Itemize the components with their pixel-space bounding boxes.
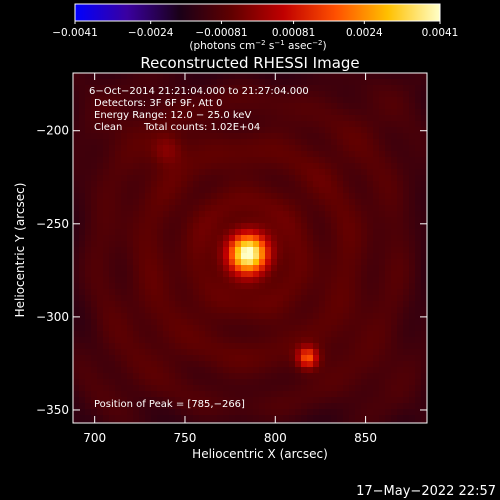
chart-title: Reconstructed RHESSI Image [140, 54, 359, 72]
colorbar-tick-label: 0.0024 [346, 27, 383, 39]
x-axis-ticks: 700 750 800 850 [83, 73, 377, 445]
info-total-counts: Total counts: 1.02E+04 [143, 122, 260, 133]
colorbar-tick-label: 0.0041 [422, 27, 459, 39]
info-energy-range: Energy Range: 12.0 − 25.0 keV [94, 110, 251, 121]
y-axis-ticks: −200 −250 −300 −350 [36, 124, 427, 417]
heatmap-image [73, 73, 427, 423]
y-tick-label: −250 [36, 217, 69, 231]
y-axis-label: Heliocentric Y (arcsec) [13, 183, 27, 318]
x-tick-label: 750 [174, 431, 197, 445]
date-stamp: 17−May−2022 22:57 [356, 484, 496, 499]
info-clean: Clean [94, 122, 122, 133]
info-annotations: 6−Oct−2014 21:21:04.000 to 21:27:04.000 … [89, 86, 309, 133]
colorbar-tick-label: 0.00081 [272, 27, 315, 39]
colorbar-unit-label: (photons cm−2 s−1 asec−2) [189, 39, 326, 52]
x-axis-label: Heliocentric X (arcsec) [192, 447, 328, 461]
colorbar-tick-label: −0.00081 [195, 27, 247, 39]
colorbar-tick-label: −0.0024 [128, 27, 174, 39]
y-tick-label: −350 [36, 403, 69, 417]
y-tick-label: −200 [36, 124, 69, 138]
x-tick-label: 700 [83, 431, 106, 445]
x-tick-label: 800 [264, 431, 287, 445]
x-tick-label: 850 [354, 431, 377, 445]
info-detectors: Detectors: 3F 6F 9F, Att 0 [94, 98, 222, 109]
y-tick-label: −300 [36, 310, 69, 324]
colorbar: −0.0041 −0.0024 −0.00081 0.00081 0.0024 0.004… [52, 3, 458, 52]
colorbar-gradient [74, 3, 441, 22]
colorbar-tick-label: −0.0041 [52, 27, 98, 39]
peak-position: Position of Peak = [785,−266] [94, 399, 245, 410]
info-time-range: 6−Oct−2014 21:21:04.000 to 21:27:04.000 [89, 86, 309, 97]
plot-frame [72, 72, 428, 424]
colorbar-ticks: −0.0041 −0.0024 −0.00081 0.00081 0.0024 0.004… [52, 21, 458, 39]
